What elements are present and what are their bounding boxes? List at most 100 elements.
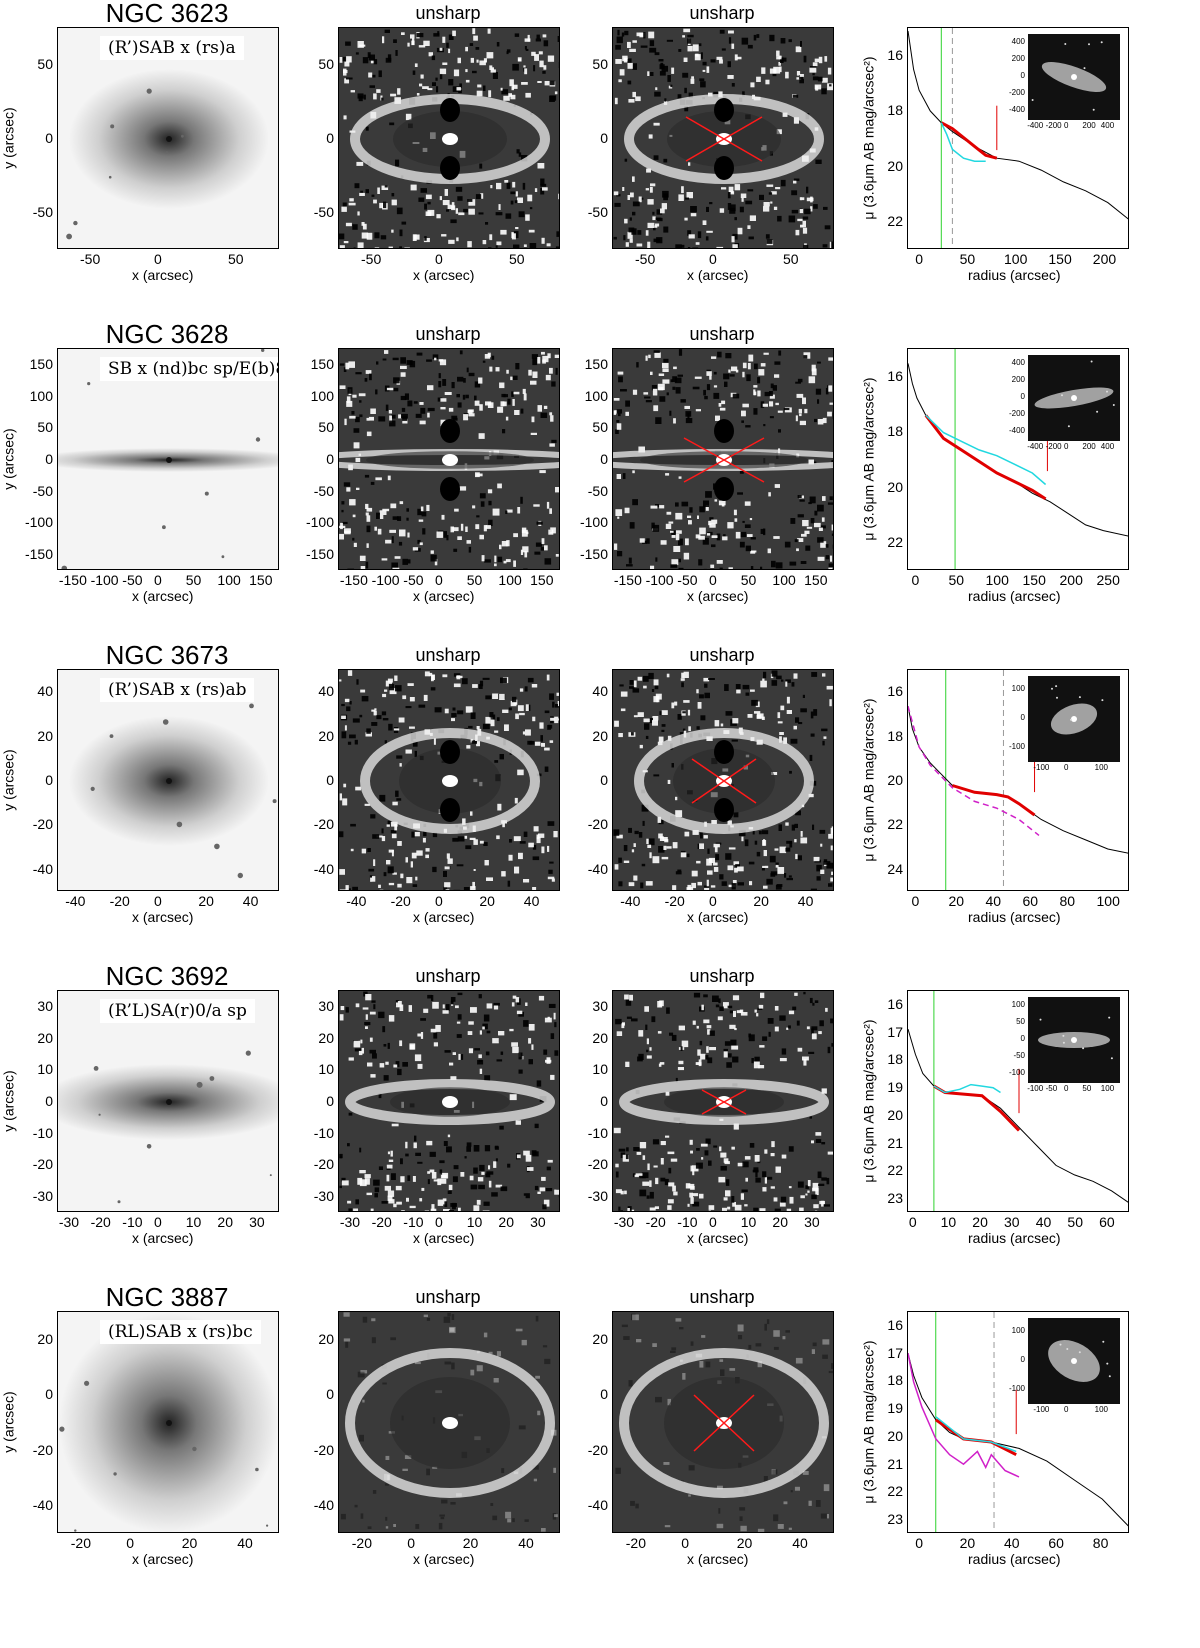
ytick: -20 — [313, 1156, 334, 1173]
noise-speck — [734, 184, 741, 191]
noise-speck — [370, 814, 376, 819]
noise-speck — [817, 537, 824, 543]
noise-speck — [815, 1139, 822, 1143]
noise-speck — [629, 48, 636, 52]
red-cross-line — [685, 116, 763, 162]
noise-speck — [444, 866, 450, 870]
noise-speck — [430, 687, 436, 691]
noise-speck — [527, 740, 533, 745]
noise-speck — [339, 233, 345, 240]
noise-speck — [681, 1040, 689, 1048]
noise-speck — [394, 556, 401, 559]
noise-speck — [832, 413, 833, 419]
noise-speck — [813, 856, 820, 862]
noise-speck — [705, 1138, 711, 1145]
dark-lobe — [714, 740, 734, 764]
inset-xtick: 100 — [1100, 1084, 1115, 1093]
noise-speck — [541, 743, 545, 747]
ytick: -40 — [587, 1497, 608, 1514]
noise-speck — [719, 1006, 724, 1011]
img-xtick: -100 — [645, 572, 674, 588]
img-xtick: -50 — [122, 572, 143, 588]
img-xtick: 20 — [772, 1214, 788, 1230]
noise-speck — [647, 241, 651, 248]
noise-speck — [750, 566, 754, 569]
x-axis-label: x (arcsec) — [687, 588, 749, 604]
ytick: -40 — [313, 1497, 334, 1514]
noise-speck — [809, 754, 813, 761]
noise-speck — [712, 995, 719, 1002]
noise-speck — [666, 1007, 670, 1014]
noise-speck — [714, 499, 718, 502]
inset-star — [1039, 1018, 1042, 1021]
noise-speck — [557, 701, 559, 707]
y-axis-label: y (arcsec) — [0, 1070, 17, 1132]
noise-speck — [506, 540, 510, 547]
noise-speck — [339, 1153, 343, 1159]
noise-speck — [632, 688, 640, 693]
noise-speck — [639, 1189, 647, 1197]
noise-speck — [727, 75, 734, 79]
noise-speck — [797, 855, 802, 861]
noise-speck — [667, 1199, 674, 1204]
noise-speck — [521, 155, 528, 162]
x-axis-label: x (arcsec) — [413, 1230, 475, 1246]
noise-speck — [754, 711, 761, 714]
noise-speck — [631, 1313, 636, 1321]
noise-speck — [341, 1180, 349, 1186]
noise-speck — [711, 519, 718, 524]
noise-speck — [622, 473, 626, 479]
noise-speck — [812, 73, 815, 76]
noise-speck — [546, 674, 550, 681]
noise-speck — [678, 1025, 685, 1031]
noise-speck — [769, 401, 774, 407]
noise-speck — [731, 366, 738, 372]
noise-speck — [555, 704, 558, 708]
noise-speck — [661, 856, 669, 860]
noise-speck — [692, 247, 699, 248]
noise-speck — [453, 1165, 459, 1170]
noise-speck — [706, 1025, 712, 1029]
noise-speck — [547, 1159, 553, 1163]
ytick: -150 — [305, 546, 334, 563]
noise-speck — [659, 71, 666, 76]
noise-speck — [439, 1169, 443, 1174]
noise-speck — [822, 496, 826, 501]
noise-speck — [467, 199, 473, 202]
noise-speck — [542, 355, 549, 363]
noise-speck — [677, 94, 682, 99]
noise-speck — [539, 722, 544, 729]
noise-speck — [360, 566, 366, 569]
noise-speck — [695, 242, 700, 245]
noise-speck — [378, 416, 386, 422]
noise-speck — [638, 1030, 644, 1037]
ytick: 50 — [37, 56, 53, 72]
ytick: 0 — [326, 451, 334, 467]
noise-speck — [642, 1181, 650, 1186]
noise-speck — [683, 57, 688, 62]
noise-speck — [449, 1326, 456, 1334]
noise-speck — [707, 1057, 713, 1064]
noise-speck — [670, 1158, 678, 1162]
noise-speck — [785, 822, 789, 826]
ring-structure — [619, 1348, 829, 1498]
noise-speck — [762, 865, 769, 868]
noise-speck — [701, 1157, 704, 1160]
noise-speck — [819, 1020, 824, 1027]
noise-speck — [687, 1203, 690, 1207]
noise-speck — [622, 187, 625, 191]
noise-speck — [741, 420, 744, 423]
noise-speck — [478, 994, 482, 999]
magenta-profile-line — [908, 1353, 1020, 1478]
noise-speck — [745, 425, 751, 428]
noise-speck — [486, 1171, 494, 1175]
inset-xtick: 0 — [1064, 1405, 1069, 1414]
noise-speck — [506, 509, 513, 513]
noise-speck — [811, 1026, 818, 1031]
noise-speck — [637, 676, 643, 681]
morphology-label: SB x (nd)bc sp/E(b)8 pec — [100, 357, 278, 381]
noise-speck — [509, 1094, 517, 1101]
noise-speck — [733, 1010, 736, 1017]
inset-xtick: 0 — [1064, 442, 1069, 451]
noise-speck — [430, 550, 434, 554]
